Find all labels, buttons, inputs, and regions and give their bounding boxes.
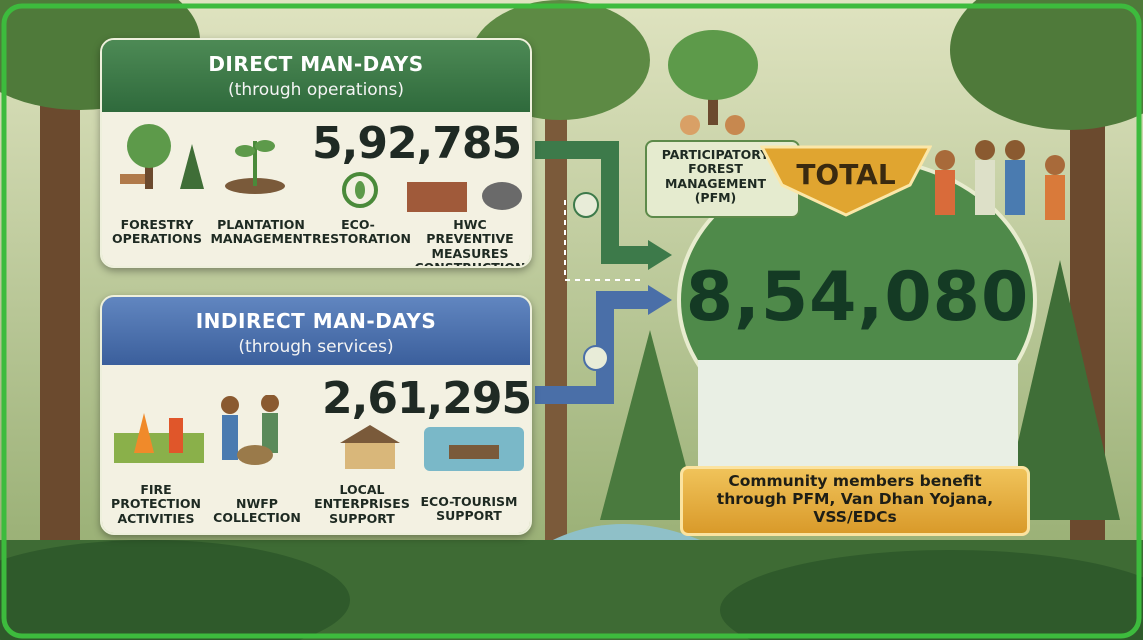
direct-body: 5,92,785 FORESTRY OPERATIONS PLANTATION … — [102, 112, 530, 268]
indirect-body: 2,61,295 FIRE PROTECTION ACTIVITIES NWFP… — [102, 365, 530, 535]
total-label: TOTAL — [760, 158, 932, 191]
indirect-subtitle: (through services) — [102, 337, 530, 357]
indirect-value: 2,61,295 — [322, 373, 531, 424]
direct-item: HWC PREVENTIVE MEASURES CONSTRUCTION — [408, 218, 532, 268]
nwfp-icon — [210, 395, 310, 467]
direct-value: 5,92,785 — [312, 118, 521, 169]
community-banner: Community members benefit through PFM, V… — [680, 466, 1030, 536]
indirect-item: LOCAL ENTERPRISES SUPPORT — [312, 483, 412, 526]
hwc-icon — [407, 174, 527, 214]
tourism-icon — [424, 427, 524, 471]
direct-title: DIRECT MAN-DAYS — [102, 40, 530, 76]
eco-icon — [340, 170, 380, 210]
fire-icon — [114, 393, 204, 463]
plantation-icon — [220, 126, 290, 194]
total-value: 8,54,080 — [680, 258, 1035, 337]
forestry-icon — [110, 124, 205, 194]
direct-item: PLANTATION MANAGEMENT — [206, 218, 316, 247]
indirect-title: INDIRECT MAN-DAYS — [102, 297, 530, 333]
direct-header: DIRECT MAN-DAYS (through operations) — [102, 40, 530, 112]
direct-item: FORESTRY OPERATIONS — [102, 218, 212, 247]
direct-item: ECO-RESTORATION — [312, 218, 404, 247]
indirect-item: ECO-TOURISM SUPPORT — [414, 495, 524, 524]
indirect-header: INDIRECT MAN-DAYS (through services) — [102, 297, 530, 365]
infographic: DIRECT MAN-DAYS (through operations) 5,9… — [0, 0, 1143, 640]
direct-subtitle: (through operations) — [102, 80, 530, 100]
direct-panel: DIRECT MAN-DAYS (through operations) 5,9… — [100, 38, 532, 268]
enterprise-icon — [335, 423, 405, 471]
indirect-item: FIRE PROTECTION ACTIVITIES — [106, 483, 206, 526]
indirect-panel: INDIRECT MAN-DAYS (through services) 2,6… — [100, 295, 532, 535]
indirect-item: NWFP COLLECTION — [212, 497, 302, 526]
